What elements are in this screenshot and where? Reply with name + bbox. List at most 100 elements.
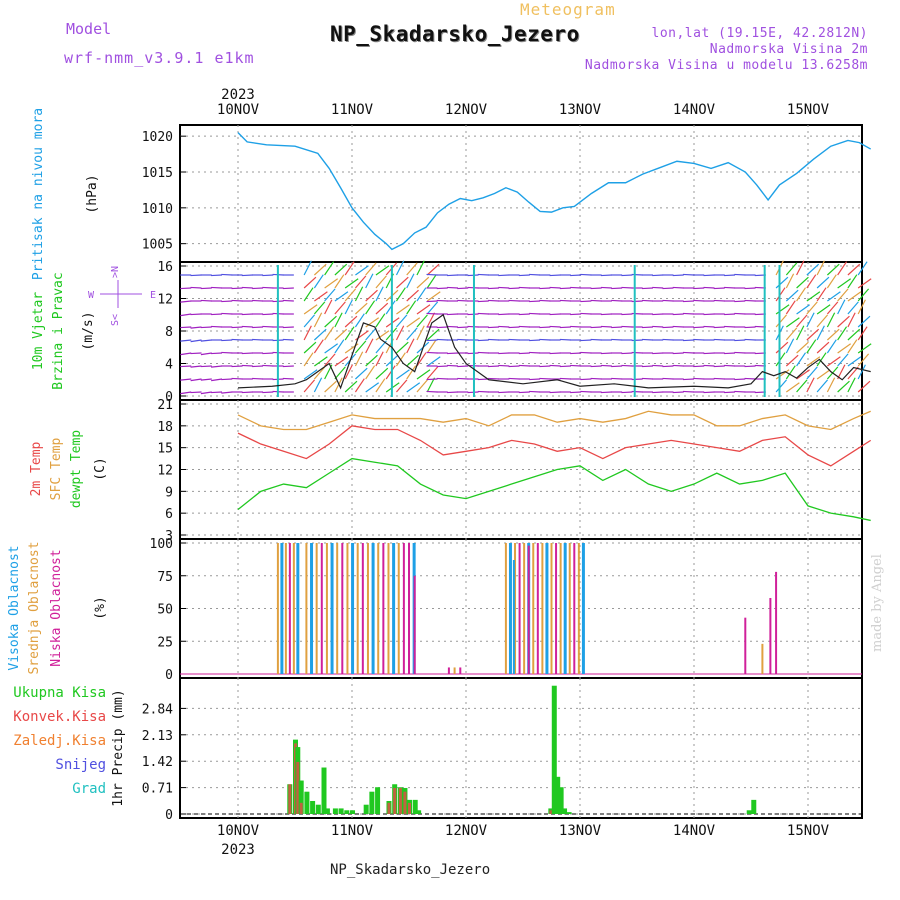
top-date-label: 15NOV (787, 102, 830, 118)
wind-barb (518, 286, 530, 289)
wind-barb (180, 287, 192, 290)
wind-barb (621, 352, 633, 355)
wind-barb (457, 299, 469, 302)
wind-barb (231, 338, 243, 341)
precip-total-bar (321, 767, 327, 814)
wind-barb (857, 364, 866, 380)
bottom-date-label: 11NOV (331, 823, 374, 839)
wind-barb (857, 278, 872, 289)
wind-barb (847, 356, 862, 367)
wind-barb (734, 390, 746, 393)
wind-barb (529, 339, 541, 342)
wind-barb (252, 377, 264, 380)
wind-barb (221, 339, 233, 342)
wind-barb (200, 391, 212, 395)
wind-barb (652, 391, 664, 394)
wind-barb (529, 300, 541, 303)
wind-barb (355, 302, 368, 315)
wind-barb (190, 274, 202, 277)
wind-barb (703, 352, 715, 355)
wind-barb (847, 301, 859, 315)
wind-barb (436, 299, 448, 302)
precip-total-bar (746, 810, 752, 814)
cloud-ylabel-high: Visoka Oblacnost (7, 545, 22, 670)
model-label: Model (66, 20, 112, 38)
wind-barb (498, 274, 510, 277)
wind-barb (549, 391, 561, 394)
wind-barb (241, 364, 253, 367)
wind-barb (241, 274, 253, 277)
wind-barb (221, 273, 233, 276)
wind-barb (580, 300, 592, 303)
wind-barb (303, 379, 316, 393)
wind-barb (806, 263, 820, 276)
wind-barb (324, 353, 336, 367)
wind-barb (827, 356, 841, 367)
wind-barb (498, 352, 510, 355)
wind-barb (344, 261, 355, 276)
wind-barb (262, 313, 274, 316)
wind-barb (816, 314, 829, 328)
wind-barb (334, 263, 348, 276)
wind-barb (385, 300, 396, 315)
wind-barb (580, 390, 592, 393)
wind-barb (816, 379, 829, 393)
wind-barb (857, 261, 868, 276)
wind-barb (426, 312, 436, 328)
wind-barb (734, 273, 746, 276)
wind-barb (826, 274, 837, 289)
wind-barb (600, 274, 612, 277)
wind-barb (406, 262, 418, 276)
temperature-tick-label: 21 (157, 398, 173, 413)
precip-legend-entry: Zaledj.Kisa (13, 733, 106, 749)
top-date-label: 10NOV (217, 102, 260, 118)
wind-barb (744, 287, 756, 290)
wind-barb (416, 287, 427, 302)
wind-barb (426, 291, 441, 302)
wind-barb (447, 352, 459, 355)
wind-barb (806, 291, 821, 302)
wind-barb (365, 382, 380, 393)
precip-convective-bar (398, 787, 402, 814)
wind-barb (375, 302, 389, 315)
wind-barb (395, 325, 405, 341)
cloud-unit-label: (%) (93, 596, 108, 619)
wind-barb (344, 299, 353, 315)
wind-barb (570, 325, 582, 328)
wind-barb (662, 299, 674, 302)
altitude-model-info: Nadmorska Visina u modelu 13.6258m (584, 58, 868, 73)
temp-ylabel-2m: 2m Temp (29, 441, 44, 496)
wind-barb (621, 286, 633, 289)
wind-barb (806, 328, 820, 341)
wind-barb (190, 286, 202, 289)
wind-barb (652, 325, 664, 328)
wind-barb (837, 261, 848, 276)
wind-barb (662, 287, 674, 290)
wind-barb (600, 391, 612, 394)
cloud-tick-label: 50 (157, 603, 173, 618)
precip-total-bar (375, 787, 381, 814)
wind-barb (682, 390, 695, 393)
wind-barb (549, 274, 561, 277)
wind-barb (200, 339, 212, 342)
wind-barb (406, 300, 417, 315)
wind-barb (734, 351, 746, 354)
wind-barb (837, 380, 850, 393)
wind-barb (611, 365, 623, 368)
wind-barb (590, 299, 602, 302)
wind-barb (816, 260, 825, 276)
wind-barb (703, 391, 715, 394)
wind-barb (375, 351, 384, 367)
wind-barb (631, 300, 643, 303)
wind-barb (375, 330, 390, 341)
wind-barb (724, 274, 736, 277)
wind-barb (313, 366, 326, 380)
wind-barb (436, 326, 448, 329)
wind-barb (785, 338, 795, 354)
wind-barb (806, 377, 815, 393)
wind-barb (180, 326, 192, 329)
wind-barb (252, 365, 264, 368)
wind-barb (447, 391, 459, 394)
wind-ylabel-1: 10m Vjetar (31, 292, 46, 370)
wind-barb (375, 265, 390, 276)
